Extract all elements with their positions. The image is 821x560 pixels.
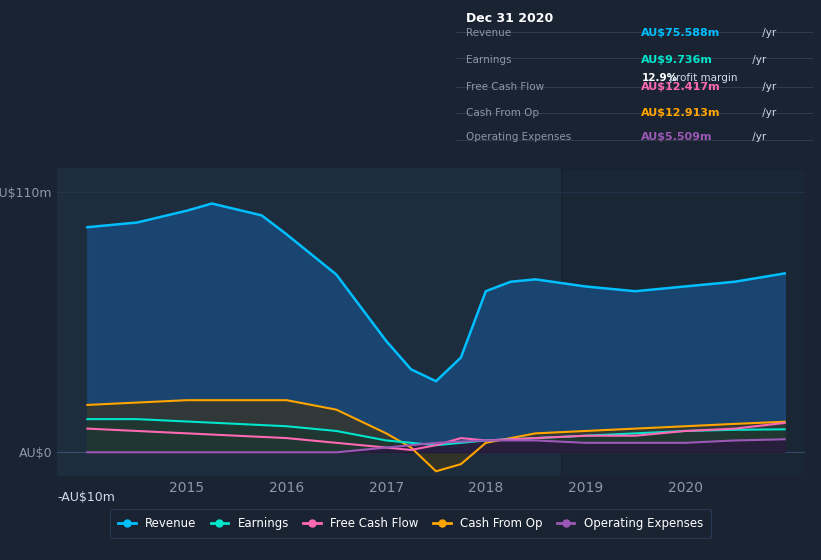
Text: /yr: /yr [759, 27, 777, 38]
Text: Cash From Op: Cash From Op [466, 108, 539, 118]
Text: /yr: /yr [759, 82, 777, 92]
Text: /yr: /yr [750, 132, 767, 142]
Text: profit margin: profit margin [667, 73, 738, 83]
Text: Operating Expenses: Operating Expenses [466, 132, 571, 142]
Text: Free Cash Flow: Free Cash Flow [466, 82, 544, 92]
Text: 12.9%: 12.9% [641, 73, 677, 83]
Bar [561, 168, 805, 476]
Text: AU$12.417m: AU$12.417m [641, 82, 721, 92]
Legend: Revenue, Earnings, Free Cash Flow, Cash From Op, Operating Expenses: Revenue, Earnings, Free Cash Flow, Cash … [109, 509, 712, 538]
Text: Earnings: Earnings [466, 55, 511, 65]
Text: AU$9.736m: AU$9.736m [641, 55, 713, 65]
Text: Revenue: Revenue [466, 27, 511, 38]
Text: /yr: /yr [759, 108, 777, 118]
Text: AU$75.588m: AU$75.588m [641, 27, 721, 38]
Text: /yr: /yr [750, 55, 767, 65]
Text: Dec 31 2020: Dec 31 2020 [466, 12, 553, 25]
Text: AU$5.509m: AU$5.509m [641, 132, 713, 142]
Text: -AU$10m: -AU$10m [57, 491, 115, 504]
Text: AU$12.913m: AU$12.913m [641, 108, 721, 118]
